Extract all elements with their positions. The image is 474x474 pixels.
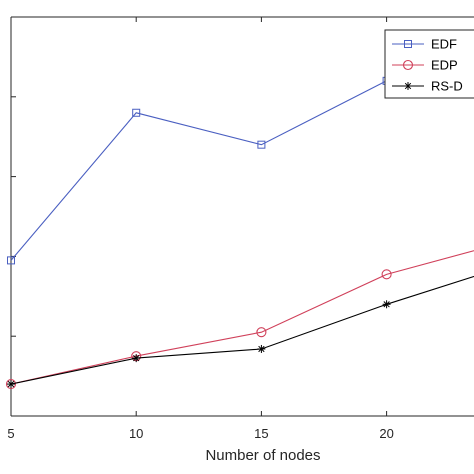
data-point-square — [404, 40, 412, 48]
data-point-asterisk — [257, 344, 266, 353]
data-point-asterisk — [132, 354, 141, 363]
series-line-edp — [10, 250, 474, 385]
data-point-circle — [402, 59, 414, 71]
legend-label: RS-D — [431, 79, 463, 94]
data-point-circle — [5, 379, 17, 390]
data-point-asterisk — [404, 82, 412, 90]
data-point-circle — [256, 327, 267, 338]
x-tick-label: 10 — [129, 426, 143, 441]
x-tick-label: 15 — [254, 426, 268, 441]
data-point-asterisk — [382, 300, 391, 309]
x-axis-title: Number of nodes — [205, 447, 320, 464]
data-point-square — [257, 140, 266, 149]
x-tick-label: 5 — [7, 426, 14, 441]
data-point-square — [132, 108, 141, 117]
legend-label: EDP — [431, 58, 458, 73]
x-tick-label: 20 — [379, 426, 393, 441]
x-tick-labels: 5 10 15 20 — [7, 426, 393, 441]
legend: EDF EDP RS-D — [384, 29, 474, 99]
data-point-square — [7, 256, 15, 265]
legend-label: EDF — [431, 37, 457, 52]
legend-entries: EDF EDP RS-D — [392, 37, 463, 94]
data-point-circle — [381, 269, 392, 280]
data-point-asterisk — [7, 380, 15, 389]
legend-box — [384, 29, 474, 99]
series-layer — [5, 41, 474, 390]
